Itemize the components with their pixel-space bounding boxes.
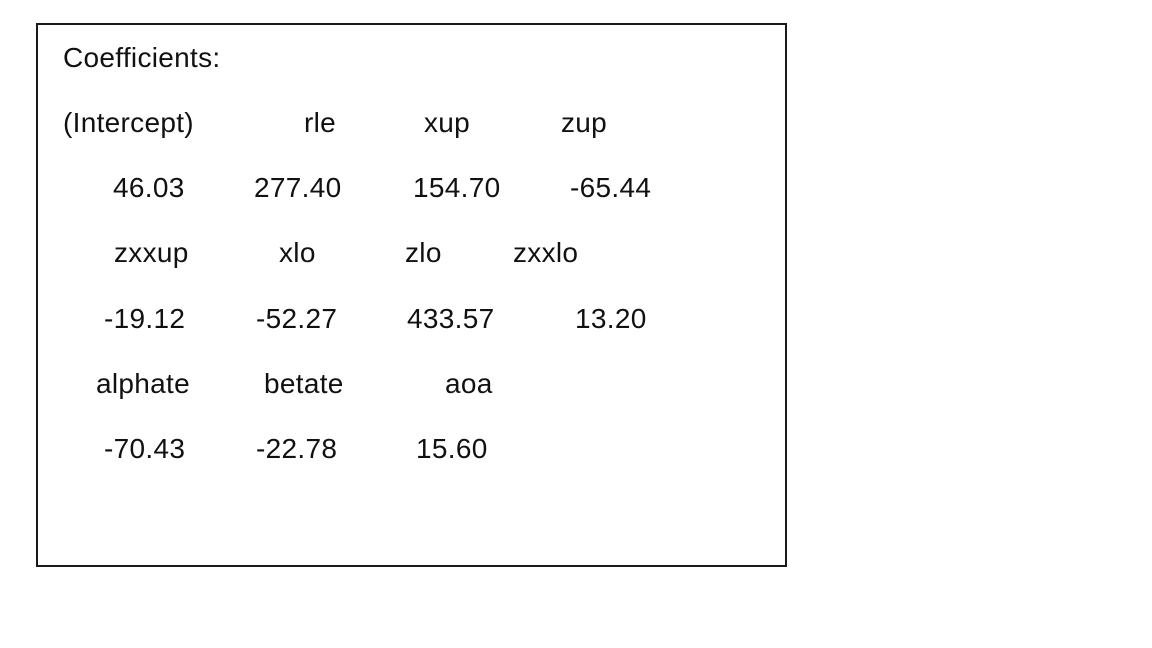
coef-value-zxxlo: 13.20 (575, 303, 647, 334)
coef-name-betate: betate (264, 368, 344, 399)
coef-name-xup: xup (424, 107, 471, 138)
coef-value-alphate: -70.43 (104, 433, 186, 464)
coef-name-xlo: xlo (279, 237, 316, 268)
coef-name-zup: zup (561, 107, 608, 138)
coef-value-zlo: 433.57 (407, 303, 495, 334)
coef-name-rle: rle (304, 107, 337, 138)
coef-name-intercept: (Intercept) (63, 107, 194, 138)
coef-value-xup: 154.70 (413, 172, 501, 203)
coef-name-zxxlo: zxxlo (513, 237, 579, 268)
coef-name-zxxup: zxxup (114, 237, 189, 268)
coef-name-zlo: zlo (405, 237, 442, 268)
coef-value-aoa: 15.60 (416, 433, 488, 464)
coef-value-betate: -22.78 (256, 433, 338, 464)
coef-value-zxxup: -19.12 (104, 303, 186, 334)
coefficients-title: Coefficients: (63, 42, 221, 73)
coef-value-intercept: 46.03 (113, 172, 185, 203)
coefficients-panel: Coefficients: (Intercept) rle xup zup 46… (36, 23, 787, 567)
coef-value-zup: -65.44 (570, 172, 652, 203)
coef-name-aoa: aoa (445, 368, 493, 399)
coef-value-xlo: -52.27 (256, 303, 338, 334)
coef-value-rle: 277.40 (254, 172, 342, 203)
coef-name-alphate: alphate (96, 368, 190, 399)
